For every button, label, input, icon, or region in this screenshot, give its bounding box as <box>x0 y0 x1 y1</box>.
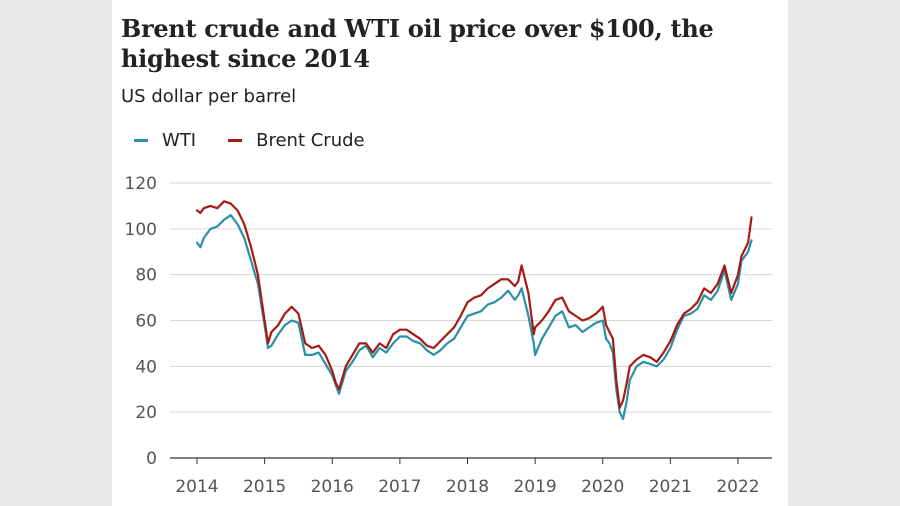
gridlines <box>170 182 772 413</box>
y-tick-label: 120 <box>125 174 157 194</box>
x-tick-label: 2020 <box>581 477 624 497</box>
legend-swatch-brent <box>228 139 243 142</box>
y-tick-label: 40 <box>135 357 157 377</box>
y-axis-ticks: 0 20 40 60 80 100 120 <box>125 174 157 469</box>
x-tick-label: 2018 <box>446 477 489 497</box>
legend-swatch-wti <box>134 139 148 142</box>
chart-legend: WTI Brent Crude <box>134 130 397 151</box>
y-tick-label: 80 <box>135 266 157 286</box>
chart-title: Brent crude and WTI oil price over $100,… <box>121 14 714 73</box>
x-tick-label: 2016 <box>311 477 354 497</box>
legend-label-wti: WTI <box>162 130 197 151</box>
series-line-wti <box>195 214 753 421</box>
legend-item-brent: Brent Crude <box>228 130 365 151</box>
y-tick-label: 0 <box>146 449 157 469</box>
chart-subtitle: US dollar per barrel <box>121 86 297 107</box>
y-tick-label: 20 <box>135 403 157 423</box>
legend-label-brent: Brent Crude <box>256 130 365 151</box>
series-lines <box>195 200 753 421</box>
y-tick-label: 100 <box>125 220 157 240</box>
x-tick-label: 2015 <box>243 477 286 497</box>
y-tick-label: 60 <box>135 312 157 332</box>
x-tick-label: 2014 <box>175 477 218 497</box>
series-line-brent <box>195 200 753 409</box>
chart-panel <box>112 0 788 506</box>
x-tick-label: 2019 <box>513 477 556 497</box>
legend-item-wti: WTI <box>134 130 196 151</box>
x-tick-label: 2022 <box>716 477 759 497</box>
x-tick-label: 2017 <box>378 477 421 497</box>
x-tick-label: 2021 <box>649 477 692 497</box>
x-axis: 2014 2015 2016 2017 2018 2019 2020 2021 2022 <box>170 457 772 497</box>
